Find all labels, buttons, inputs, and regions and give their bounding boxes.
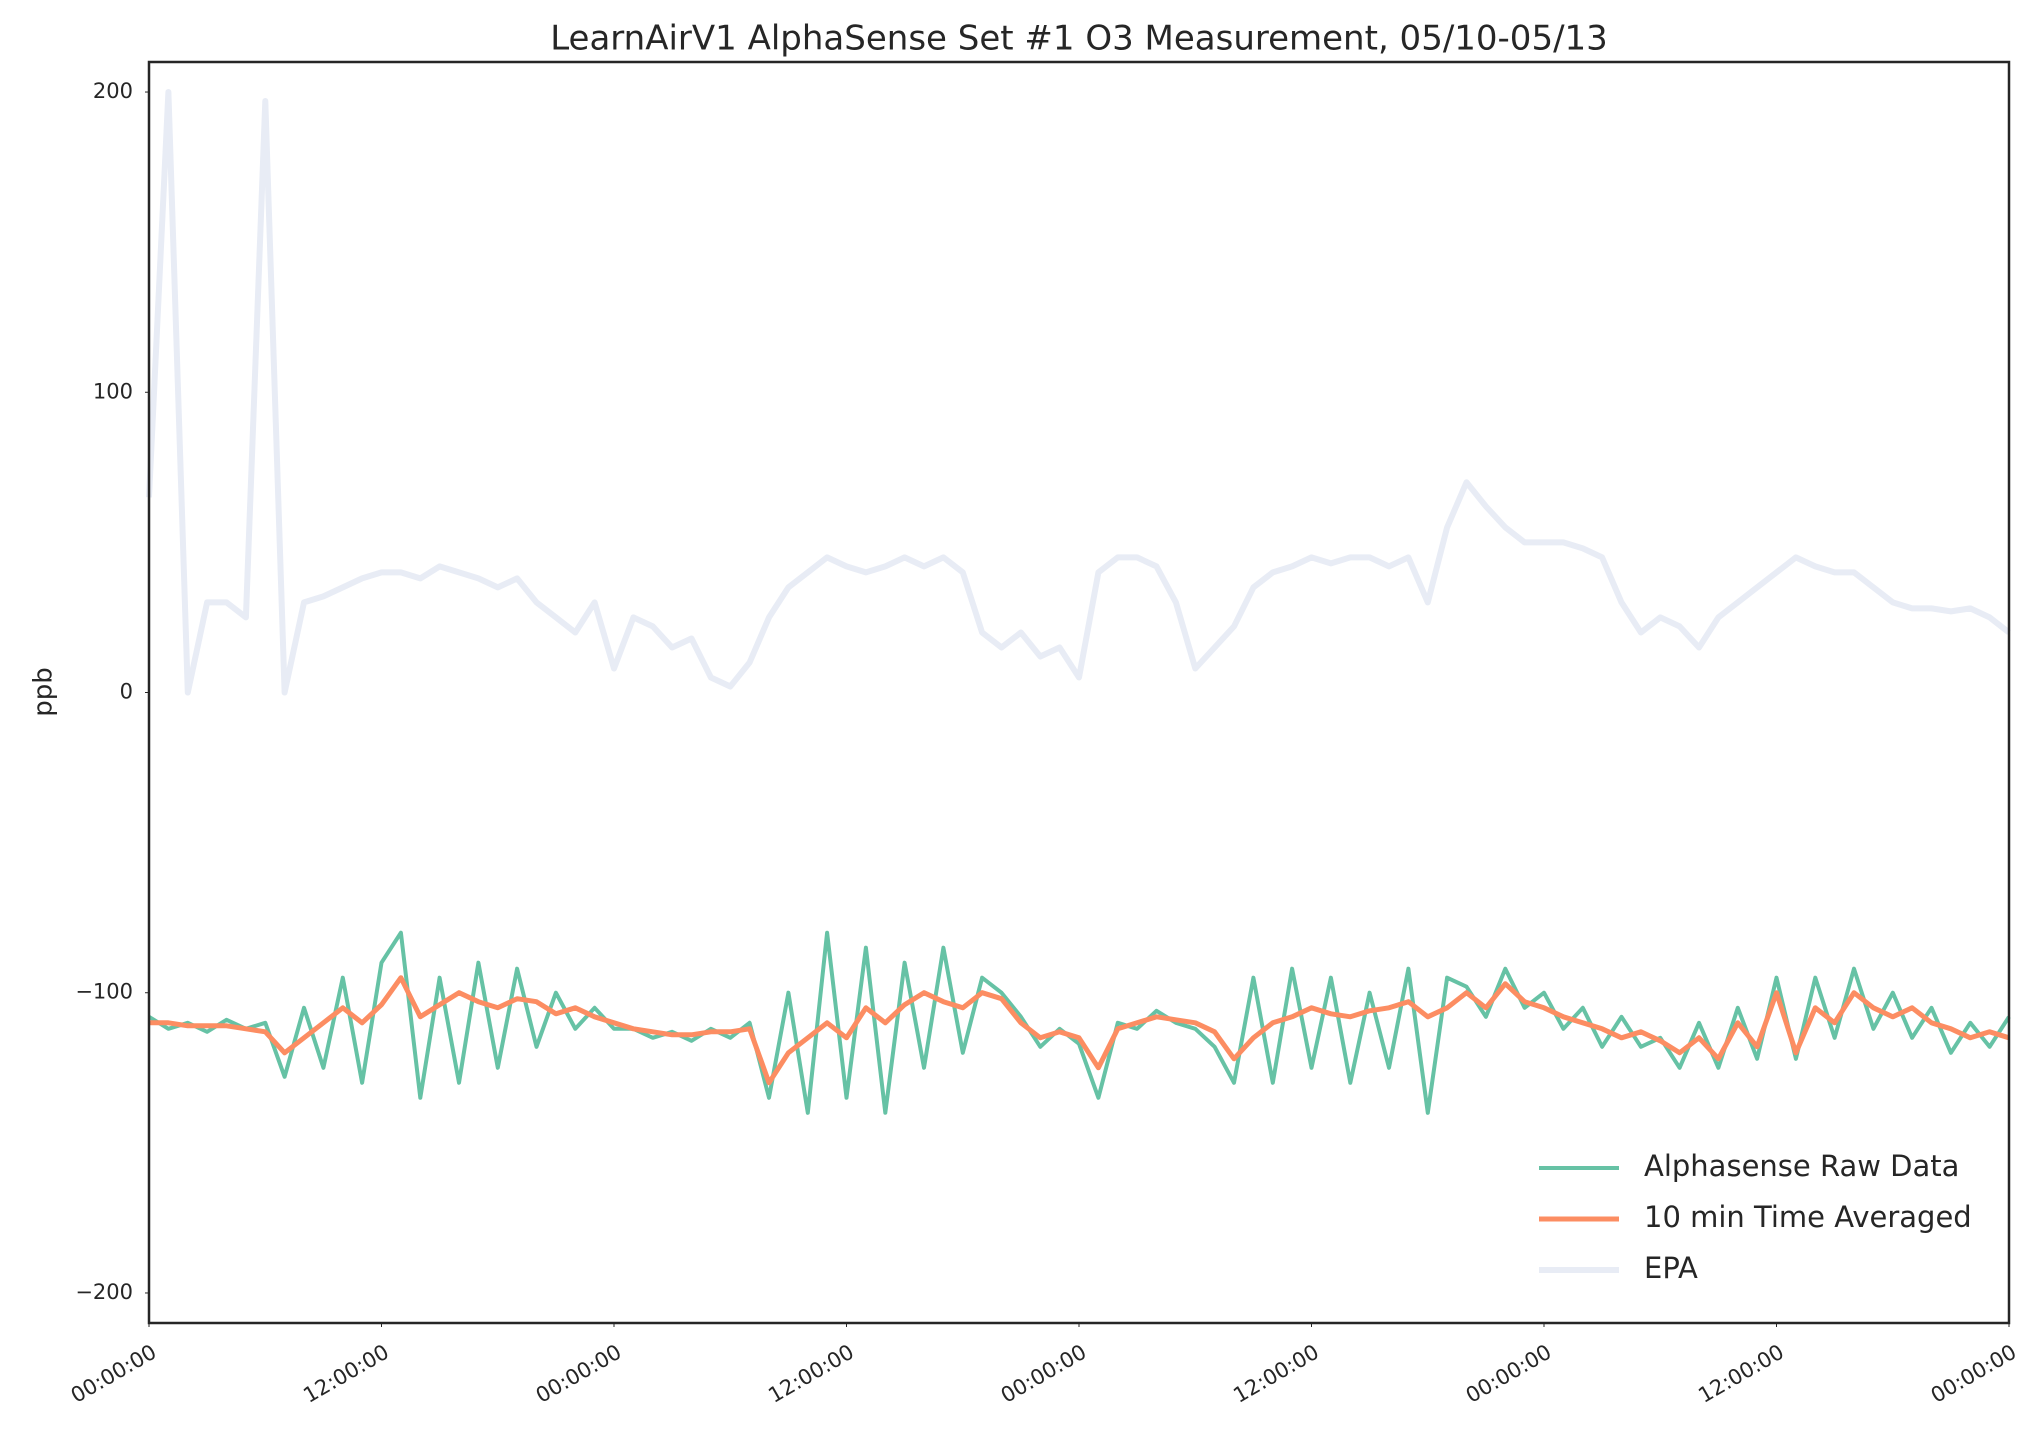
x-tick-label: 00:00:00 [1462,1340,1556,1408]
x-tick-label: 12:00:00 [299,1340,393,1408]
x-tick-label: 12:00:00 [1694,1340,1788,1408]
data-line [147,930,2011,1115]
y-tick-label: 100 [93,379,133,403]
legend-label: 10 min Time Averaged [1644,1200,1972,1234]
x-tick-label: 00:00:00 [997,1340,1091,1408]
plot-frame [147,60,2011,1325]
y-tick-label: 200 [93,79,133,103]
data-line [146,89,2011,696]
legend-label: EPA [1644,1251,1698,1285]
y-axis-label: ppb [29,667,59,717]
x-tick-label: 00:00:00 [1927,1340,2021,1408]
y-tick-label: 0 [120,680,133,704]
legend-label: Alphasense Raw Data [1644,1149,1959,1183]
chart-title: LearnAirV1 AlphaSense Set #1 O3 Measurem… [550,19,1608,59]
y-tick-label: −200 [75,1280,133,1304]
x-tick-label: 12:00:00 [764,1340,858,1408]
y-tick-label: −100 [75,980,133,1004]
data-line [149,975,2010,1086]
x-tick-label: 12:00:00 [1229,1340,1323,1408]
x-tick-label: 00:00:00 [67,1340,161,1408]
x-tick-label: 00:00:00 [532,1340,626,1408]
